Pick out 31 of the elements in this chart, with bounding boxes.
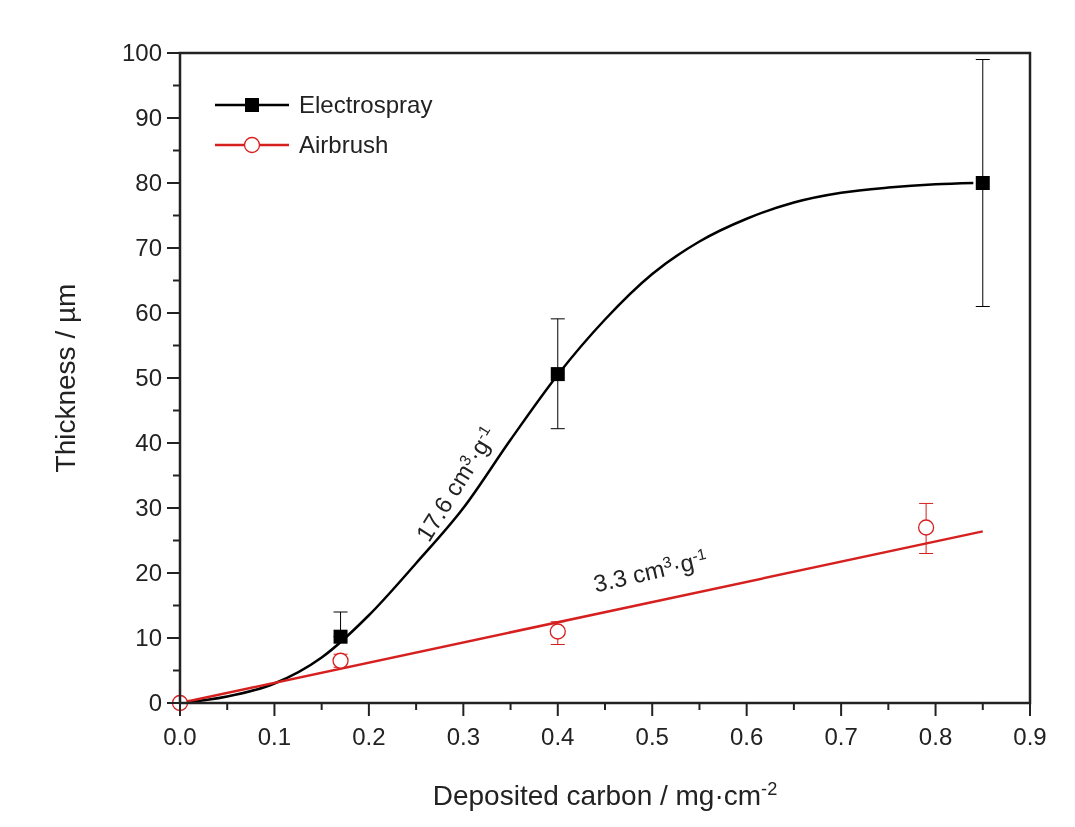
y-tick-label: 0 (148, 689, 162, 717)
x-tick-label: 0.1 (257, 723, 292, 750)
point (975, 176, 990, 190)
annotation: 3.3 cm$^{3}$·g$^{-1}$ (590, 544, 708, 598)
point (549, 623, 566, 640)
x-tick-label: 0.5 (635, 723, 669, 750)
x-tick-label: 0.9 (1013, 723, 1047, 750)
legend-label: Airbrush (299, 131, 389, 159)
x-tick-label: 0.0 (163, 723, 197, 750)
x-tick-label: 0.7 (824, 723, 858, 750)
x-tick-label: 0.8 (918, 723, 953, 750)
y-tick-label: 70 (135, 234, 162, 262)
x-axis-title: Deposited carbon / mg·cm$^{-2}$ (432, 779, 778, 811)
point (550, 367, 565, 382)
point (917, 519, 935, 536)
legend-label: Electrospray (299, 91, 433, 119)
y-tick-label: 40 (135, 429, 162, 457)
y-tick-label: 30 (135, 494, 162, 522)
y-tick-label: 100 (121, 39, 162, 67)
y-axis-title: Thickness / µm (50, 283, 81, 473)
y-tick-label: 60 (135, 299, 162, 327)
y-tick-label: 90 (135, 104, 162, 132)
y-tick-label: 10 (135, 624, 162, 652)
y-tick-label: 20 (135, 559, 162, 587)
point (333, 629, 348, 644)
y-tick-label: 50 (135, 364, 162, 392)
x-tick-label: 0.6 (729, 723, 764, 750)
x-tick-label: 0.2 (352, 723, 386, 750)
x-tick-label: 0.4 (541, 723, 575, 750)
x-tick-label: 0.3 (446, 723, 481, 750)
y-tick-label: 80 (135, 169, 162, 197)
